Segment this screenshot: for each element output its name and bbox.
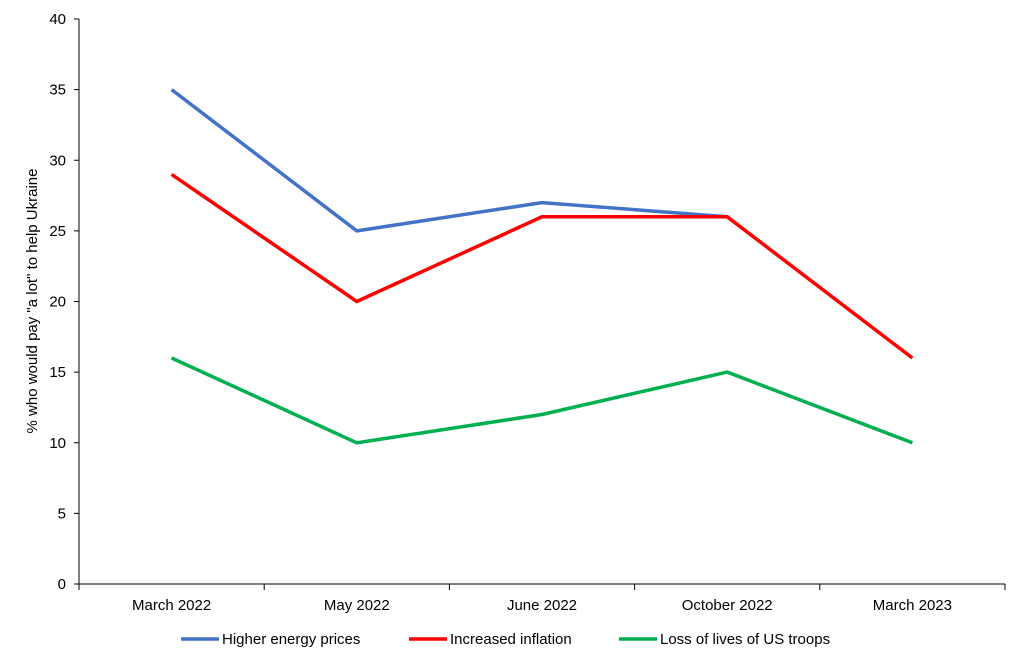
series-line-1 <box>170 88 728 233</box>
x-tick-label: March 2022 <box>132 597 211 614</box>
legend-label: Loss of lives of US troops <box>660 631 830 648</box>
y-tick-label: 25 <box>49 223 66 240</box>
y-axis-title: % who would pay "a lot" to help Ukraine <box>24 169 41 434</box>
x-tick-label: October 2022 <box>682 597 773 614</box>
y-tick-label: 10 <box>49 435 66 452</box>
y-tick-label: 15 <box>49 364 66 381</box>
y-tick-label: 20 <box>49 294 66 311</box>
y-tick-label: 5 <box>58 505 66 522</box>
series-line-2 <box>170 172 914 360</box>
legend-label: Increased inflation <box>450 631 572 648</box>
chart-series <box>170 88 914 445</box>
x-tick-label: March 2023 <box>873 597 952 614</box>
x-tick-label: June 2022 <box>507 597 577 614</box>
y-tick-label: 40 <box>49 11 66 28</box>
chart-legend: Higher energy prices Increased inflation L… <box>181 631 830 648</box>
x-tick-label: May 2022 <box>324 597 390 614</box>
legend-label: Higher energy prices <box>222 631 360 648</box>
chart-axes: 0 5 10 15 20 25 30 35 40 March 2022 May 2022 June 2… <box>49 11 1006 614</box>
series-line-3 <box>170 356 914 445</box>
y-tick-label: 35 <box>49 82 66 99</box>
y-tick-label: 0 <box>58 576 66 593</box>
y-tick-label: 30 <box>49 152 66 169</box>
